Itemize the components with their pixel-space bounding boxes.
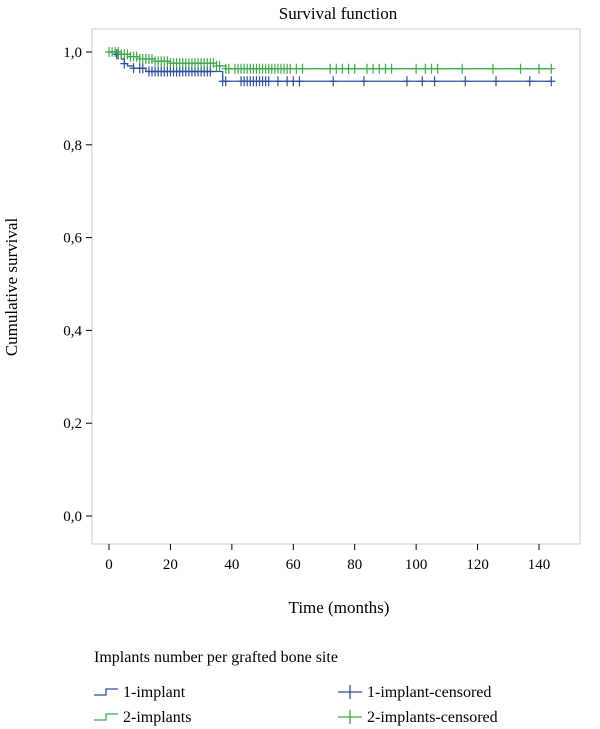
censor-mark-2-implants [387, 63, 396, 74]
legend-label: 2-implants-censored [367, 709, 498, 726]
censor-mark-1-implant [430, 76, 439, 87]
legend-item: 1-implant-censored [338, 684, 491, 701]
censor-mark-2-implants [215, 60, 224, 71]
censor-mark-1-implant [206, 66, 215, 77]
y-tick-label: 0,4 [63, 323, 82, 339]
censor-mark-1-implant [359, 76, 368, 87]
legend-items: 1-implant 2-implants 1-implant-censored 2-i… [94, 684, 498, 726]
censor-mark-2-implants [535, 63, 543, 74]
legend-title: Implants number per grafted bone site [94, 649, 338, 666]
x-axis: 0 20 40 60 80 100 120 140 [105, 544, 550, 573]
plot-frame [91, 28, 581, 545]
x-tick-label: 100 [405, 557, 428, 573]
censor-mark-1-implant [418, 76, 427, 87]
censor-mark-1-implant [120, 58, 129, 69]
x-tick-label: 140 [528, 557, 551, 573]
censor-mark-2-implants [516, 63, 525, 74]
censor-mark-1-implant [273, 76, 282, 87]
x-tick-label: 80 [347, 557, 362, 573]
legend: Implants number per grafted bone site 1-… [94, 649, 498, 726]
censor-mark-1-implant [221, 76, 230, 87]
censor-mark-2-implants [412, 63, 421, 74]
y-tick-label: 0,2 [63, 416, 82, 432]
legend-label: 1-implant [123, 684, 186, 701]
censor-mark-2-implants [547, 63, 556, 74]
x-tick-label: 120 [466, 557, 489, 573]
chart-title: Survival function [279, 4, 398, 23]
x-tick-label: 0 [105, 557, 113, 573]
legend-swatch-censor [338, 685, 362, 699]
censor-mark-2-implants [488, 63, 497, 74]
y-axis: 0,0 0,2 0,4 0,6 0,8 1,0 [63, 45, 92, 525]
censor-mark-1-implant [547, 76, 556, 87]
censor-mark-1-implant [295, 76, 304, 87]
censor-mark-1-implant [264, 76, 273, 87]
series-1-implant [109, 49, 556, 87]
legend-item: 2-implants-censored [338, 709, 498, 726]
censor-mark-1-implant [525, 76, 534, 87]
censor-mark-1-implant [138, 63, 147, 74]
censor-mark-2-implants [458, 63, 467, 74]
y-tick-label: 0,6 [63, 231, 82, 247]
x-axis-label: Time (months) [289, 598, 390, 617]
legend-item: 1-implant [94, 684, 186, 701]
series-layer [105, 47, 556, 87]
censor-mark-1-implant [461, 76, 470, 87]
legend-swatch-step [94, 713, 118, 721]
x-tick-label: 20 [163, 557, 178, 573]
series-2-implants [105, 47, 556, 74]
y-tick-label: 0,0 [63, 509, 82, 525]
censor-mark-1-implant [492, 76, 500, 87]
x-tick-label: 40 [224, 557, 239, 573]
x-tick-label: 60 [286, 557, 301, 573]
y-axis-label: Cumulative survival [2, 218, 21, 357]
censor-mark-1-implant [329, 76, 338, 87]
censor-mark-2-implants [350, 63, 359, 74]
censor-mark-2-implants [298, 63, 307, 74]
legend-label: 1-implant-censored [367, 684, 491, 701]
censor-mark-2-implants [433, 63, 442, 74]
legend-label: 2-implants [123, 709, 191, 726]
y-tick-label: 1,0 [63, 45, 82, 61]
legend-swatch-step [94, 688, 118, 696]
legend-item: 2-implants [94, 709, 191, 726]
censor-mark-1-implant [402, 76, 411, 87]
legend-swatch-censor [338, 710, 362, 724]
y-tick-label: 0,8 [63, 138, 82, 154]
